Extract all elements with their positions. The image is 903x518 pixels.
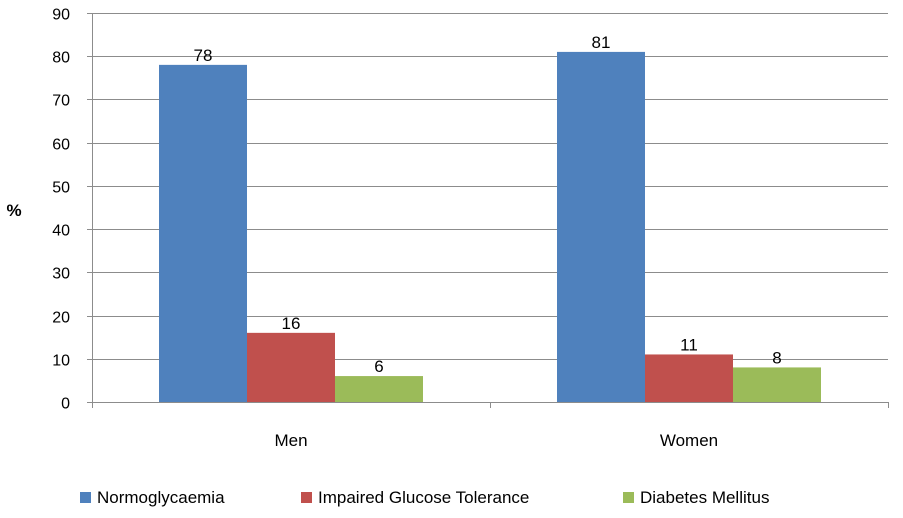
legend-label: Normoglycaemia	[97, 488, 225, 507]
y-tick-label: 90	[52, 7, 70, 24]
bar	[645, 354, 733, 402]
legend-swatch	[80, 492, 91, 503]
legend-label: Diabetes Mellitus	[640, 488, 769, 507]
bar-value-label: 81	[592, 33, 611, 52]
bar-value-label: 16	[282, 314, 301, 333]
x-category-label: Men	[274, 431, 307, 450]
y-tick-label: 20	[52, 310, 70, 327]
legend-swatch	[301, 492, 312, 503]
bar-value-label: 8	[772, 348, 781, 367]
legend: Normoglycaemia Impaired Glucose Tolerance…	[80, 488, 769, 507]
bar	[159, 64, 247, 402]
y-tick-label: 80	[52, 50, 70, 67]
y-axis-label: %	[6, 201, 21, 220]
bar	[557, 51, 645, 403]
bar	[247, 332, 335, 402]
y-tick-label: 40	[52, 223, 70, 240]
y-tick-label: 30	[52, 266, 70, 283]
data-labels: 78 81 16 11 6 8	[194, 33, 782, 376]
y-tick-label: 60	[52, 137, 70, 154]
legend-label: Impaired Glucose Tolerance	[318, 488, 529, 507]
y-tick-label: 0	[61, 396, 70, 413]
bar-value-label: 11	[680, 335, 698, 354]
bar	[335, 376, 423, 402]
bars	[159, 51, 821, 403]
axes: 0 10 20 30 40 50 60 70 80 90 Men Women	[52, 7, 889, 450]
legend-swatch	[623, 492, 634, 503]
bar-value-label: 6	[374, 357, 383, 376]
bar-value-label: 78	[194, 46, 213, 65]
y-tick-label: 50	[52, 180, 70, 197]
y-tick-label: 70	[52, 93, 70, 110]
y-tick-label: 10	[52, 353, 70, 370]
bar	[733, 367, 821, 402]
x-category-label: Women	[660, 431, 718, 450]
